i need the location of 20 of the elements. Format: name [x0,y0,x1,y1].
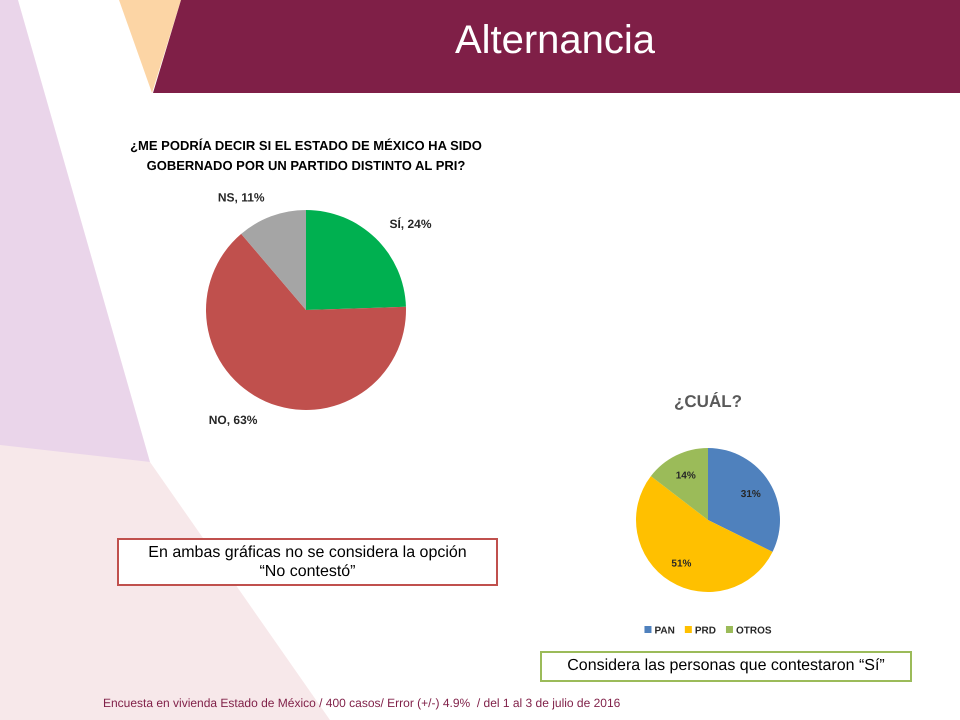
slice-label: SÍ, 24% [389,217,432,231]
text: Considera las personas que contestaron “Sí” [540,651,912,682]
data-label: 31% [740,488,761,500]
text: Encuesta en vivienda Estado de México / 400 casos/ Error (+/-) 4.9% / del 1 al 3 de julio de 2016 [103,695,622,712]
data-label: 14% [676,470,696,482]
slice-label: NS, 11% [218,190,265,205]
pie-slice [306,210,406,310]
slice-label: NO, 63% [208,412,258,427]
data-label: 51% [671,558,692,570]
legend-label: OTROS [736,626,772,636]
text: En ambas gráficas no se considera la opción “No contestó” [117,538,498,586]
text: Alternancia [454,18,656,63]
legend-label: PRD [694,626,716,636]
chart-subtitle: ¿ME PODRÍA DECIR SI EL ESTADO DE MÉXICO HA SIDO GOBERNADO POR UN PARTIDO DISTINTO AL PRI? [129,137,483,175]
pie-slice [650,448,708,520]
legend-label: PAN [654,626,675,636]
pie-slice [241,210,306,310]
chart-title: ¿CUÁL? [673,392,743,412]
pie-slice [206,234,406,410]
pie-slice [708,448,780,552]
